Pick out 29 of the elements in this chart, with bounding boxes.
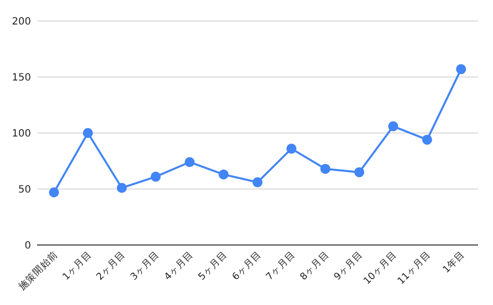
y-tick-label: 200: [12, 16, 31, 28]
x-tick-label: 8ヶ月目: [298, 249, 332, 283]
x-tick-label: 2ヶ月目: [94, 249, 128, 283]
x-tick-label: 7ヶ月目: [264, 249, 298, 283]
point: [252, 177, 262, 188]
point: [320, 164, 330, 174]
x-tick-label: 11ヶ月目: [396, 249, 434, 287]
y-tick-label: 100: [12, 128, 31, 140]
point: [82, 128, 93, 138]
y-tick-label: 0: [24, 240, 31, 252]
y-tick-label: 50: [18, 184, 31, 196]
y-tick-label: 150: [12, 72, 31, 84]
point: [116, 182, 127, 193]
point: [456, 64, 466, 74]
x-tick-label: 4ヶ月目: [162, 249, 196, 283]
point: [150, 172, 161, 182]
x-tick-label: 施策開始前: [16, 248, 60, 292]
point: [422, 134, 432, 145]
point: [48, 187, 59, 198]
x-tick-label: 5ヶ月目: [196, 249, 230, 283]
point: [388, 121, 398, 132]
x-tick-label: 1年目: [440, 248, 468, 276]
point: [354, 167, 364, 178]
point: [286, 144, 296, 154]
point: [218, 169, 229, 180]
x-tick-label: 6ヶ月目: [230, 249, 264, 283]
x-tick-label: 1ヶ月目: [60, 249, 94, 283]
x-tick-label: 3ヶ月目: [128, 249, 162, 283]
point: [184, 157, 195, 168]
